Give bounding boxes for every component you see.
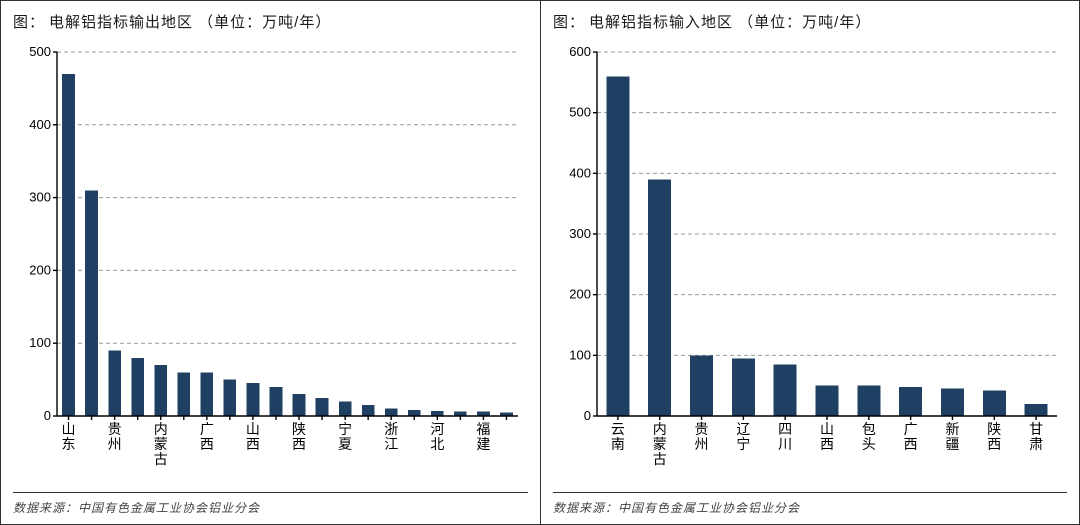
bar <box>385 409 398 416</box>
category-label: 贵州 <box>108 421 122 452</box>
right-bar-chart: 0 100 200 300 400 500 600 云南 内蒙古 贵州辽宁四川山西包头广西新疆陕西… <box>553 40 1067 486</box>
bar <box>154 365 167 416</box>
svg-text:0: 0 <box>44 408 51 423</box>
bar <box>606 76 629 416</box>
bar <box>690 355 713 416</box>
bar <box>899 387 922 416</box>
right-source-prefix: 数据来源： <box>553 501 618 515</box>
bar <box>857 386 880 416</box>
left-source-text: 中国有色金属工业协会铝业分会 <box>78 501 260 515</box>
bar <box>1025 404 1048 416</box>
bar <box>983 391 1006 416</box>
category-label: 内蒙古 <box>154 421 168 467</box>
left-title-prefix: 图： <box>13 14 45 31</box>
left-chart-area: 0 100 200 300 400 500 山东 贵州 内蒙古 广西 山西 陕西 宁夏 浙江 河北 福建 <box>13 40 528 486</box>
bar <box>732 358 755 416</box>
bar <box>62 74 75 416</box>
bar <box>816 386 839 416</box>
bar <box>941 389 964 416</box>
svg-text:0: 0 <box>584 408 591 423</box>
bar <box>293 394 306 416</box>
category-label: 内蒙古 <box>653 421 667 467</box>
category-label: 山东 <box>62 421 76 452</box>
bar <box>339 401 352 416</box>
svg-text:100: 100 <box>29 335 51 350</box>
category-label: 贵州 <box>695 421 709 452</box>
right-title-text: 电解铝指标输入地区 （单位：万吨/年） <box>589 14 871 31</box>
category-label: 甘肃 <box>1029 421 1043 452</box>
left-source: 数据来源：中国有色金属工业协会铝业分会 <box>13 492 528 516</box>
right-panel: 图：电解铝指标输入地区 （单位：万吨/年） 0 100 200 300 400 500 60… <box>540 1 1079 524</box>
svg-text:300: 300 <box>569 226 591 241</box>
category-label: 宁夏 <box>338 421 352 452</box>
svg-text:200: 200 <box>569 287 591 302</box>
category-label: 新疆 <box>945 421 959 452</box>
bar <box>131 358 144 416</box>
bar <box>431 411 444 416</box>
bar <box>177 372 190 416</box>
category-label: 福建 <box>476 421 490 452</box>
bar <box>224 380 237 416</box>
left-panel: 图：电解铝指标输出地区 （单位：万吨/年） 0 100 200 300 400 500 山东… <box>1 1 540 524</box>
category-label: 云南 <box>611 421 625 452</box>
right-title-prefix: 图： <box>553 14 585 31</box>
category-label: 浙江 <box>384 421 398 452</box>
bar <box>408 410 421 416</box>
category-label: 山西 <box>820 421 834 452</box>
right-source-text: 中国有色金属工业协会铝业分会 <box>618 501 800 515</box>
svg-text:300: 300 <box>29 190 51 205</box>
right-chart-area: 0 100 200 300 400 500 600 云南 内蒙古 贵州辽宁四川山西包头广西新疆陕西… <box>553 40 1067 486</box>
category-label: 陕西 <box>292 421 306 452</box>
svg-text:200: 200 <box>29 262 51 277</box>
svg-text:400: 400 <box>569 165 591 180</box>
bar <box>85 190 98 416</box>
svg-text:500: 500 <box>29 44 51 59</box>
category-label: 广西 <box>904 421 918 452</box>
bar <box>648 179 671 416</box>
svg-text:100: 100 <box>569 347 591 362</box>
bar <box>200 372 213 416</box>
bar <box>247 383 260 416</box>
category-label: 包头 <box>862 421 876 452</box>
bar <box>108 350 121 416</box>
left-source-prefix: 数据来源： <box>13 501 78 515</box>
bar <box>774 364 797 416</box>
right-title: 图：电解铝指标输入地区 （单位：万吨/年） <box>553 11 1067 32</box>
svg-text:500: 500 <box>569 105 591 120</box>
category-label: 山西 <box>246 421 260 452</box>
left-title: 图：电解铝指标输出地区 （单位：万吨/年） <box>13 11 528 32</box>
category-label: 四川 <box>778 421 792 452</box>
svg-text:600: 600 <box>569 44 591 59</box>
bar <box>362 405 375 416</box>
bar <box>270 387 283 416</box>
category-label: 辽宁 <box>736 421 750 452</box>
right-source: 数据来源：中国有色金属工业协会铝业分会 <box>553 492 1067 516</box>
category-label: 河北 <box>430 421 444 452</box>
svg-text:400: 400 <box>29 117 51 132</box>
container: 图：电解铝指标输出地区 （单位：万吨/年） 0100200300400500山东… <box>0 0 1080 525</box>
category-label: 广西 <box>200 421 214 452</box>
bar <box>316 398 329 416</box>
left-bar-chart: 0 100 200 300 400 500 山东 贵州 内蒙古 广西 山西 陕西 宁夏 浙江 河北 福建 <box>13 40 528 486</box>
left-title-text: 电解铝指标输出地区 （单位：万吨/年） <box>49 14 331 31</box>
category-label: 陕西 <box>987 421 1001 452</box>
